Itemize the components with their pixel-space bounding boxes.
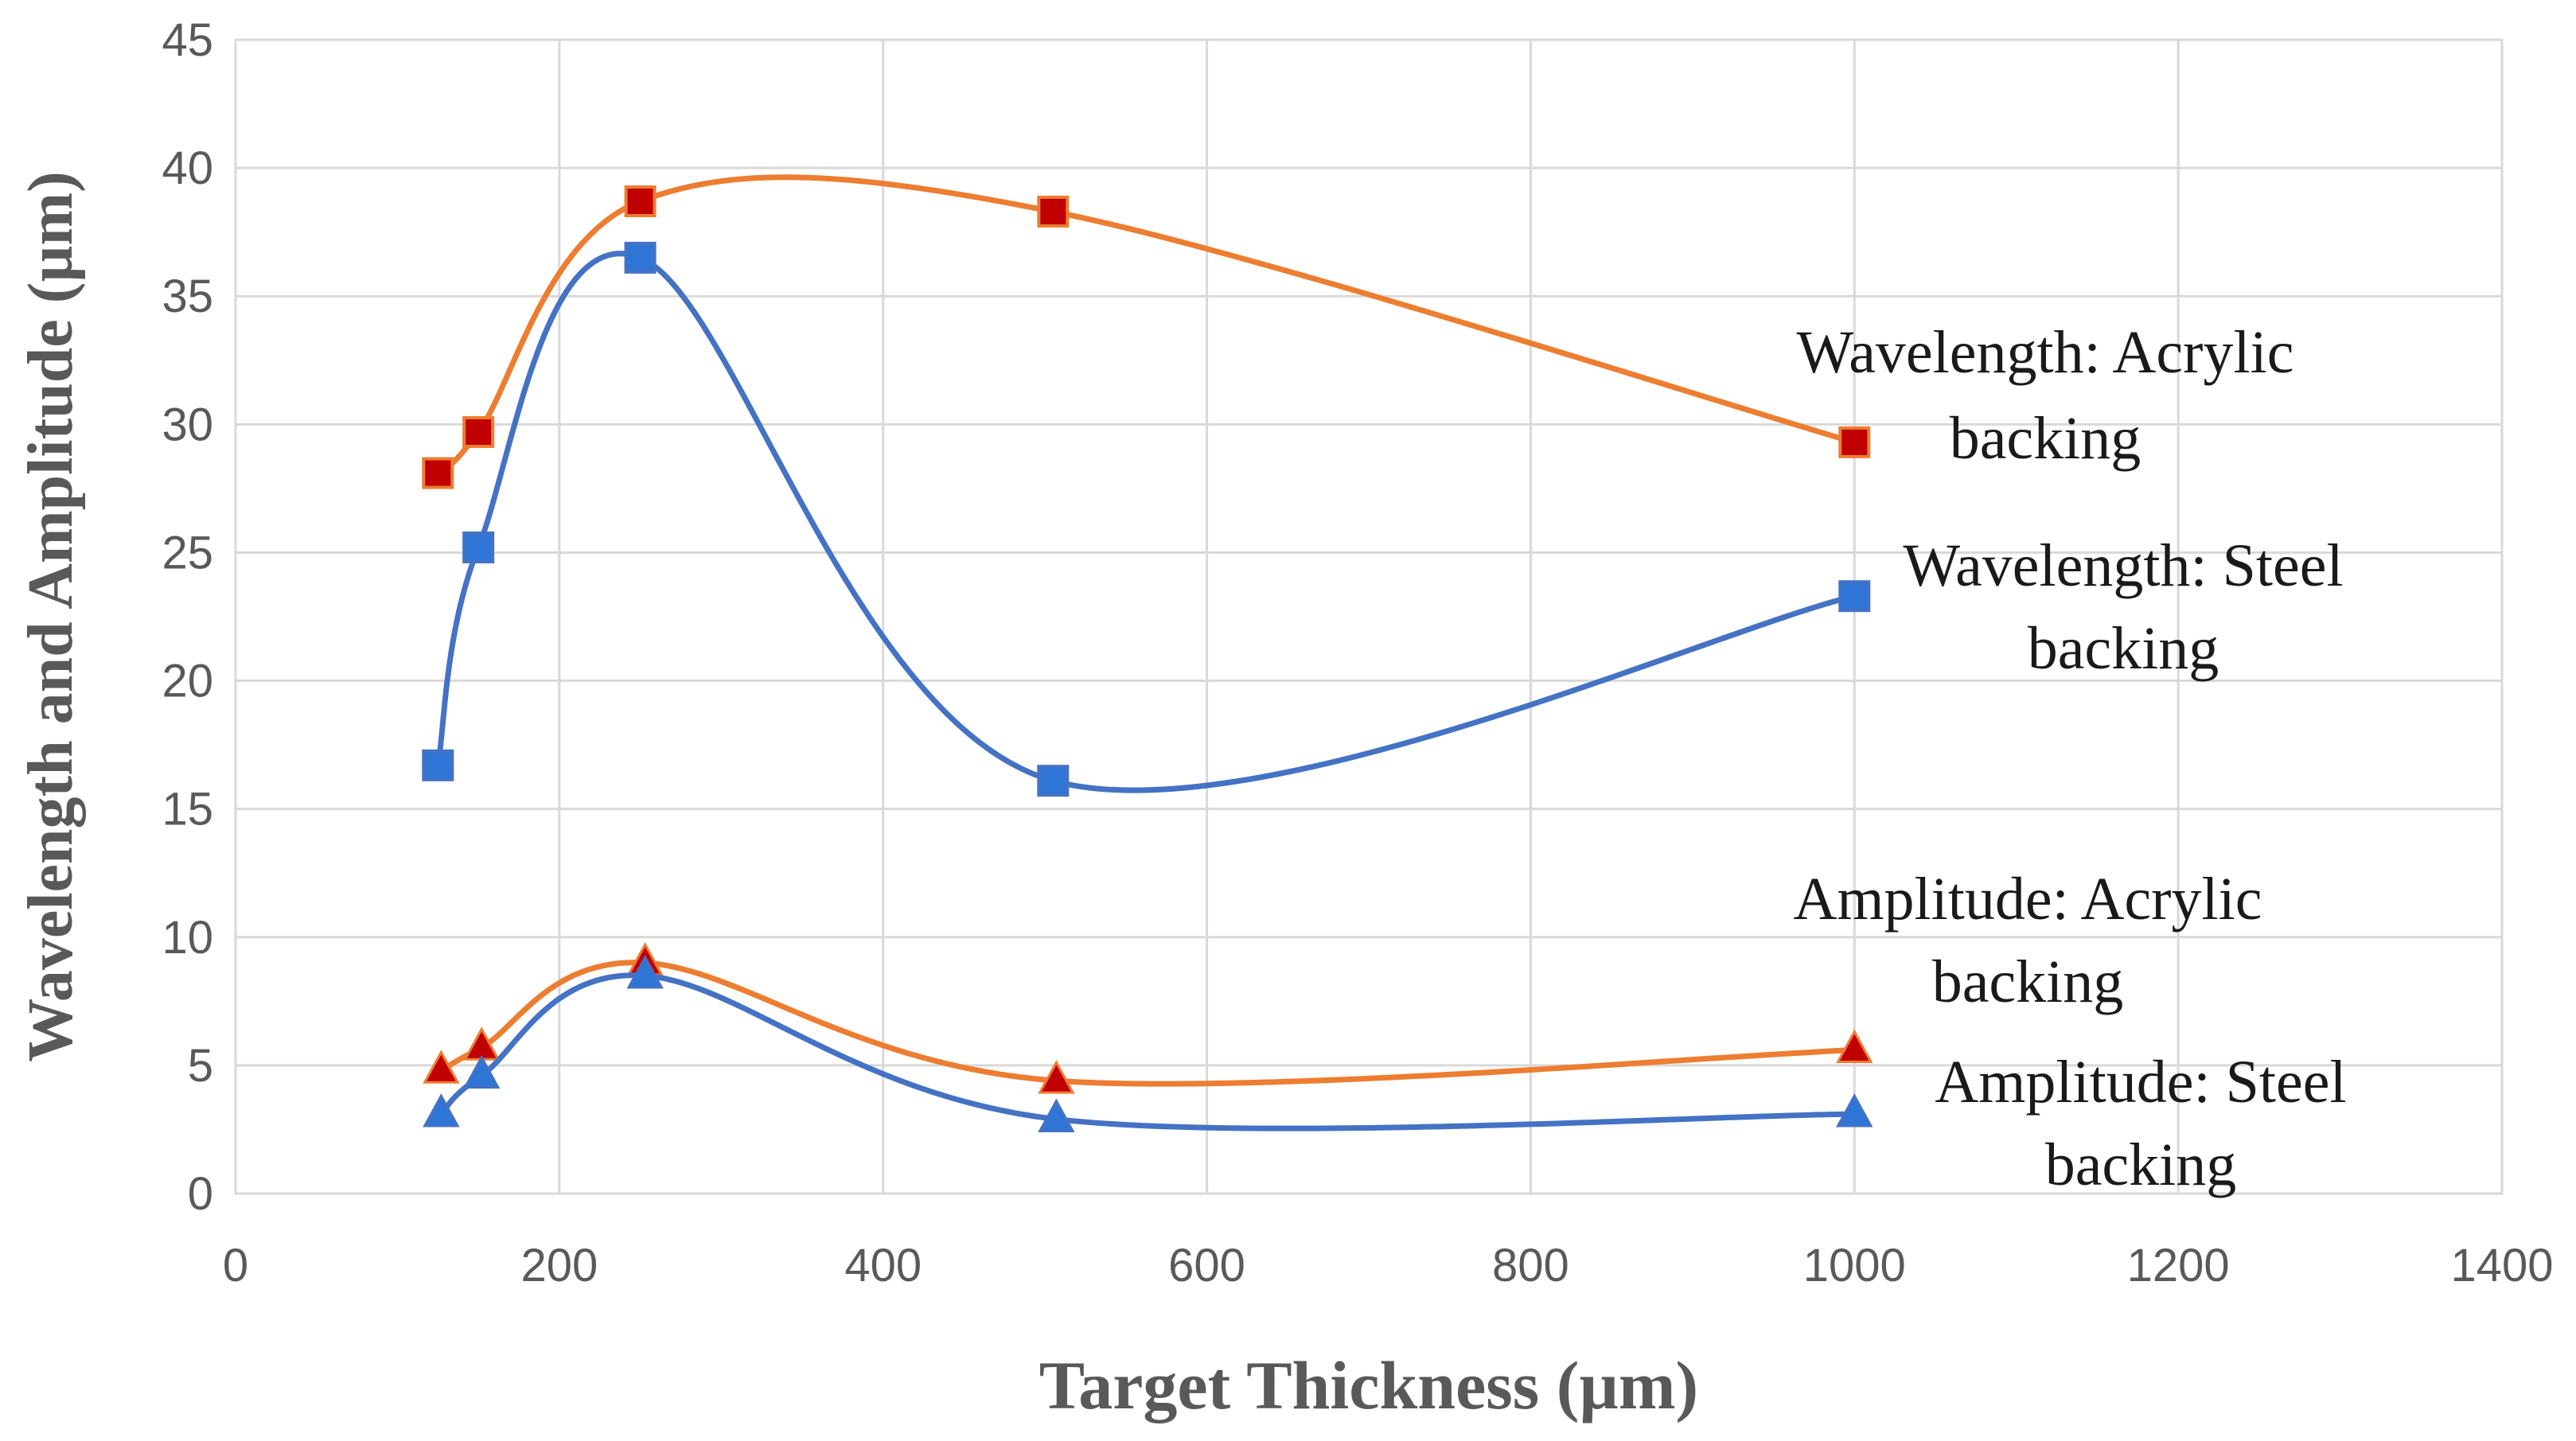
y-tick-label: 45 [162,14,213,66]
y-tick-label: 0 [188,1168,213,1220]
series-3 [423,955,1873,1132]
series-label: Wavelength: Acrylic [1797,319,2294,386]
data-point [462,416,495,448]
y-tick-label: 30 [162,399,213,450]
data-point [423,1050,460,1084]
data-point [462,1026,501,1061]
x-tick-label: 800 [1492,1240,1569,1291]
data-point [1838,580,1871,613]
data-point [1038,1060,1075,1094]
series-label: Amplitude: Acrylic [1794,866,2262,933]
y-tick-label: 10 [162,912,213,964]
x-tick-label: 1200 [2127,1240,2230,1291]
y-tick-label: 40 [162,142,213,194]
series-layer [422,174,1873,1132]
data-point [1038,1098,1075,1132]
series-label: backing [2028,615,2219,682]
series-line [435,174,1856,476]
y-axis-title: Wavelength and Amplitude (µm) [16,171,86,1062]
series-label: backing [1932,948,2124,1015]
y-tick-label: 15 [162,784,213,835]
x-tick-label: 200 [520,1240,598,1291]
x-tick-label: 400 [844,1240,922,1291]
data-point [1836,1093,1873,1127]
data-point [1836,1029,1873,1063]
data-point [422,457,454,489]
data-point [1037,765,1070,797]
series-line [438,972,1855,1131]
x-tick-label: 0 [223,1240,248,1291]
data-point [462,532,495,563]
data-point [626,955,664,989]
y-axis-ticks: 0 5 10 15 20 25 30 35 40 45 [162,14,213,1220]
data-point [1838,426,1871,458]
series-labels: Wavelength: Acrylic backing Wavelength: St… [1794,319,2347,1198]
series-label: backing [1950,405,2141,472]
data-point [624,241,657,274]
data-point [423,1093,460,1127]
y-tick-label: 35 [162,271,213,322]
y-tick-label: 25 [162,527,213,578]
grid [234,38,2504,1195]
series-line [435,251,1856,793]
x-axis-ticks: 0 200 400 600 800 1000 1200 1400 [223,1240,2554,1291]
series-label: Wavelength: Steel [1903,532,2343,599]
y-tick-label: 5 [188,1040,213,1092]
series-1 [422,241,1871,797]
series-line [439,960,1855,1087]
series-0 [422,174,1871,489]
x-tick-label: 600 [1168,1240,1245,1291]
data-point [422,749,454,781]
series-label: backing [2045,1131,2237,1198]
data-point [624,185,657,217]
x-tick-label: 1000 [1803,1240,1906,1291]
series-label: Amplitude: Steel [1935,1049,2346,1116]
x-tick-label: 1400 [2450,1240,2553,1291]
y-tick-label: 20 [162,656,213,707]
data-point [1037,195,1070,228]
x-axis-title: Target Thickness (µm) [1039,1347,1698,1423]
data-point [462,1054,501,1089]
